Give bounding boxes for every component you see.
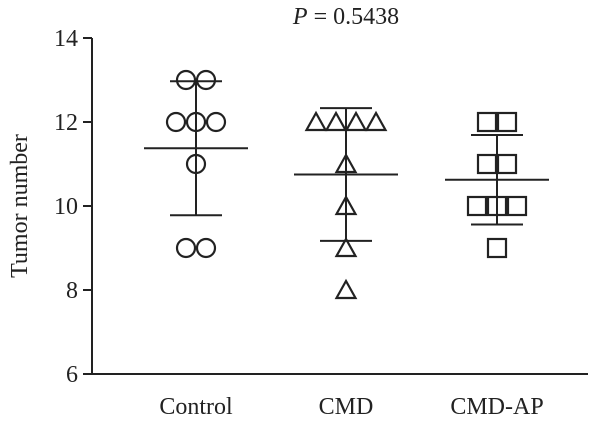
group-cmd bbox=[294, 107, 398, 300]
data-point-control bbox=[195, 69, 217, 91]
data-point-cmd bbox=[344, 110, 368, 132]
data-point-cmd-ap bbox=[466, 195, 488, 217]
data-point-cmd-ap bbox=[486, 237, 508, 259]
y-tick-label-12: 12 bbox=[54, 110, 78, 136]
data-point-cmd bbox=[364, 110, 388, 132]
data-point-control bbox=[175, 237, 197, 259]
chart-title: P = 0.5438 bbox=[292, 4, 399, 30]
data-point-cmd-ap bbox=[496, 111, 518, 133]
data-point-control bbox=[165, 111, 187, 133]
y-tick-label-8: 8 bbox=[66, 278, 78, 304]
data-point-cmd-ap bbox=[476, 111, 498, 133]
p-symbol: P bbox=[292, 4, 308, 30]
y-tick-label-10: 10 bbox=[54, 194, 78, 220]
y-axis-ticks: 6 8 10 12 14 bbox=[54, 26, 92, 388]
y-axis-label: Tumor number bbox=[7, 134, 33, 278]
y-tick-label-6: 6 bbox=[66, 362, 78, 388]
data-point-control bbox=[195, 237, 217, 259]
y-tick-label-14: 14 bbox=[54, 26, 78, 52]
data-point-cmd-ap bbox=[496, 153, 518, 175]
plot-area bbox=[144, 69, 549, 300]
x-tick-label-control: Control bbox=[159, 394, 233, 420]
group-control bbox=[144, 69, 248, 259]
data-point-cmd-ap bbox=[476, 153, 498, 175]
data-point-control bbox=[205, 111, 227, 133]
data-point-control bbox=[175, 69, 197, 91]
p-value: = 0.5438 bbox=[308, 4, 400, 30]
data-point-cmd bbox=[304, 110, 328, 132]
group-cmd-ap bbox=[445, 111, 549, 259]
x-tick-label-cmd-ap: CMD-AP bbox=[450, 394, 543, 420]
data-point-cmd bbox=[324, 110, 348, 132]
data-point-cmd bbox=[334, 278, 358, 300]
data-point-cmd-ap bbox=[506, 195, 528, 217]
x-tick-label-cmd: CMD bbox=[319, 394, 374, 420]
x-axis-labels: Control CMD CMD-AP bbox=[159, 394, 543, 420]
data-point-cmd bbox=[334, 236, 358, 258]
